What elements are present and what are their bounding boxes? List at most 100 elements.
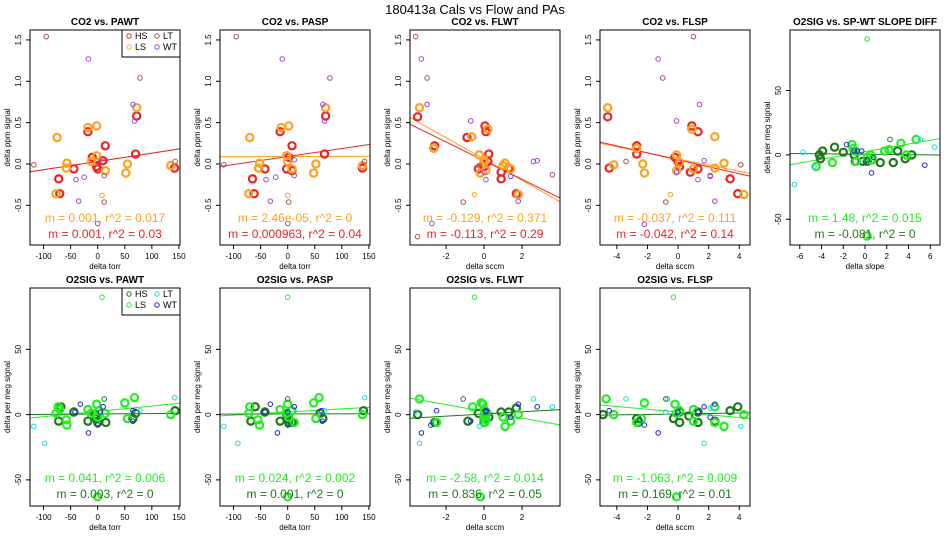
data-point (864, 36, 870, 42)
data-point (99, 192, 105, 199)
y-axis-label: delta ppm signal (193, 108, 202, 166)
panel-title: O2SIG vs. PASP (257, 275, 334, 286)
data-point (663, 396, 669, 402)
x-axis-label: delta torr (279, 262, 311, 271)
y-tick-label: 1.5 (14, 34, 23, 46)
x-tick-label: 2 (885, 252, 890, 261)
data-point (284, 294, 291, 300)
data-point (725, 174, 735, 184)
x-tick-label: 0 (676, 513, 681, 522)
data-point (327, 75, 333, 81)
data-point (87, 152, 97, 163)
data-point (55, 404, 65, 415)
x-axis-label: delta torr (89, 262, 121, 271)
data-point (639, 398, 650, 408)
data-point (291, 172, 297, 179)
fit-line-hs (600, 412, 750, 416)
x-tick-label: -50 (65, 513, 77, 522)
data-point (247, 174, 258, 184)
plot-area (410, 33, 560, 240)
legend-marker (126, 291, 132, 297)
data-point (220, 423, 227, 430)
x-tick-label: 4 (737, 513, 742, 522)
data-point (253, 163, 264, 173)
data-point (921, 162, 928, 168)
data-point (811, 161, 821, 172)
data-point (120, 398, 130, 408)
data-point (507, 173, 514, 180)
data-point (433, 407, 440, 414)
y-tick-label: 1.5 (204, 34, 213, 46)
x-tick-label: 0 (95, 252, 100, 261)
chart-panel: O2SIG vs. SP-WT SLOPE DIFF -6 -4 -2 0 2 4 6 -50 0… (763, 17, 941, 271)
data-point (471, 191, 478, 198)
y-tick-label: 0.0 (14, 158, 23, 170)
data-point (414, 103, 425, 113)
data-point (896, 138, 906, 148)
y-tick-label: 1.0 (204, 75, 213, 87)
fit-annotation: m = -0.081, r^2 = 0 (814, 227, 915, 241)
data-point (83, 122, 93, 133)
data-point (667, 191, 674, 198)
data-point (632, 149, 642, 159)
data-point (284, 422, 291, 428)
y-tick-label: 1.0 (394, 75, 403, 87)
x-tick-label: -4 (613, 252, 621, 261)
y-tick-label: 50 (774, 86, 783, 95)
data-point (72, 409, 78, 415)
data-point (917, 136, 924, 143)
data-point (738, 161, 744, 168)
chart-panel: CO2 vs. PAWT -100 -50 0 50 100 150 -0.5 0.0 0.5 1.… (3, 17, 186, 271)
data-point (101, 417, 111, 428)
data-point (320, 101, 326, 108)
data-point (94, 220, 101, 227)
data-point (601, 394, 611, 404)
data-point (279, 56, 286, 62)
data-point (91, 121, 102, 131)
legend-frame (121, 287, 181, 316)
data-point (687, 124, 697, 134)
data-point (549, 403, 556, 410)
x-tick-label: -50 (255, 513, 267, 522)
y-tick-label: -50 (774, 213, 783, 225)
data-point (530, 396, 537, 402)
plot-area (790, 36, 940, 241)
data-point (602, 103, 613, 113)
fit-annotation: m = -1.063, r^2 = 0.009 (613, 471, 738, 485)
fit-annotation: m = -0.037, r^2 = 0.111 (614, 211, 737, 225)
fit-line-hs (220, 143, 370, 167)
data-point (707, 405, 714, 411)
y-tick-label: -0.5 (584, 198, 593, 212)
panel-title: CO2 vs. PASP (262, 17, 329, 28)
data-point (131, 103, 142, 113)
data-point (69, 164, 79, 174)
data-point (51, 189, 61, 199)
data-point (166, 160, 176, 171)
data-point (710, 417, 720, 428)
data-point (476, 162, 483, 169)
data-point (870, 154, 877, 161)
data-point (675, 409, 681, 415)
x-tick-label: -100 (226, 252, 243, 261)
data-point (467, 118, 474, 124)
data-point (875, 157, 885, 168)
x-tick-label: 0 (285, 252, 290, 261)
data-point (481, 415, 491, 425)
x-tick-label: 100 (335, 513, 349, 522)
fit-annotation: m = 2.46e-05, r^2 = 0 (238, 211, 353, 225)
data-point (623, 158, 629, 165)
data-point (166, 409, 176, 420)
data-point (311, 159, 321, 169)
panel-title: O2SIG vs. FLWT (446, 275, 523, 286)
x-tick-label: 150 (362, 513, 376, 522)
legend-label: WT (163, 300, 177, 310)
data-point (130, 407, 136, 414)
data-point (481, 169, 487, 176)
data-point (673, 118, 680, 124)
data-point (693, 417, 703, 428)
data-point (245, 402, 255, 412)
data-point (817, 146, 828, 156)
data-point (62, 158, 72, 168)
data-point (100, 165, 110, 176)
x-tick-label: -50 (255, 252, 267, 261)
